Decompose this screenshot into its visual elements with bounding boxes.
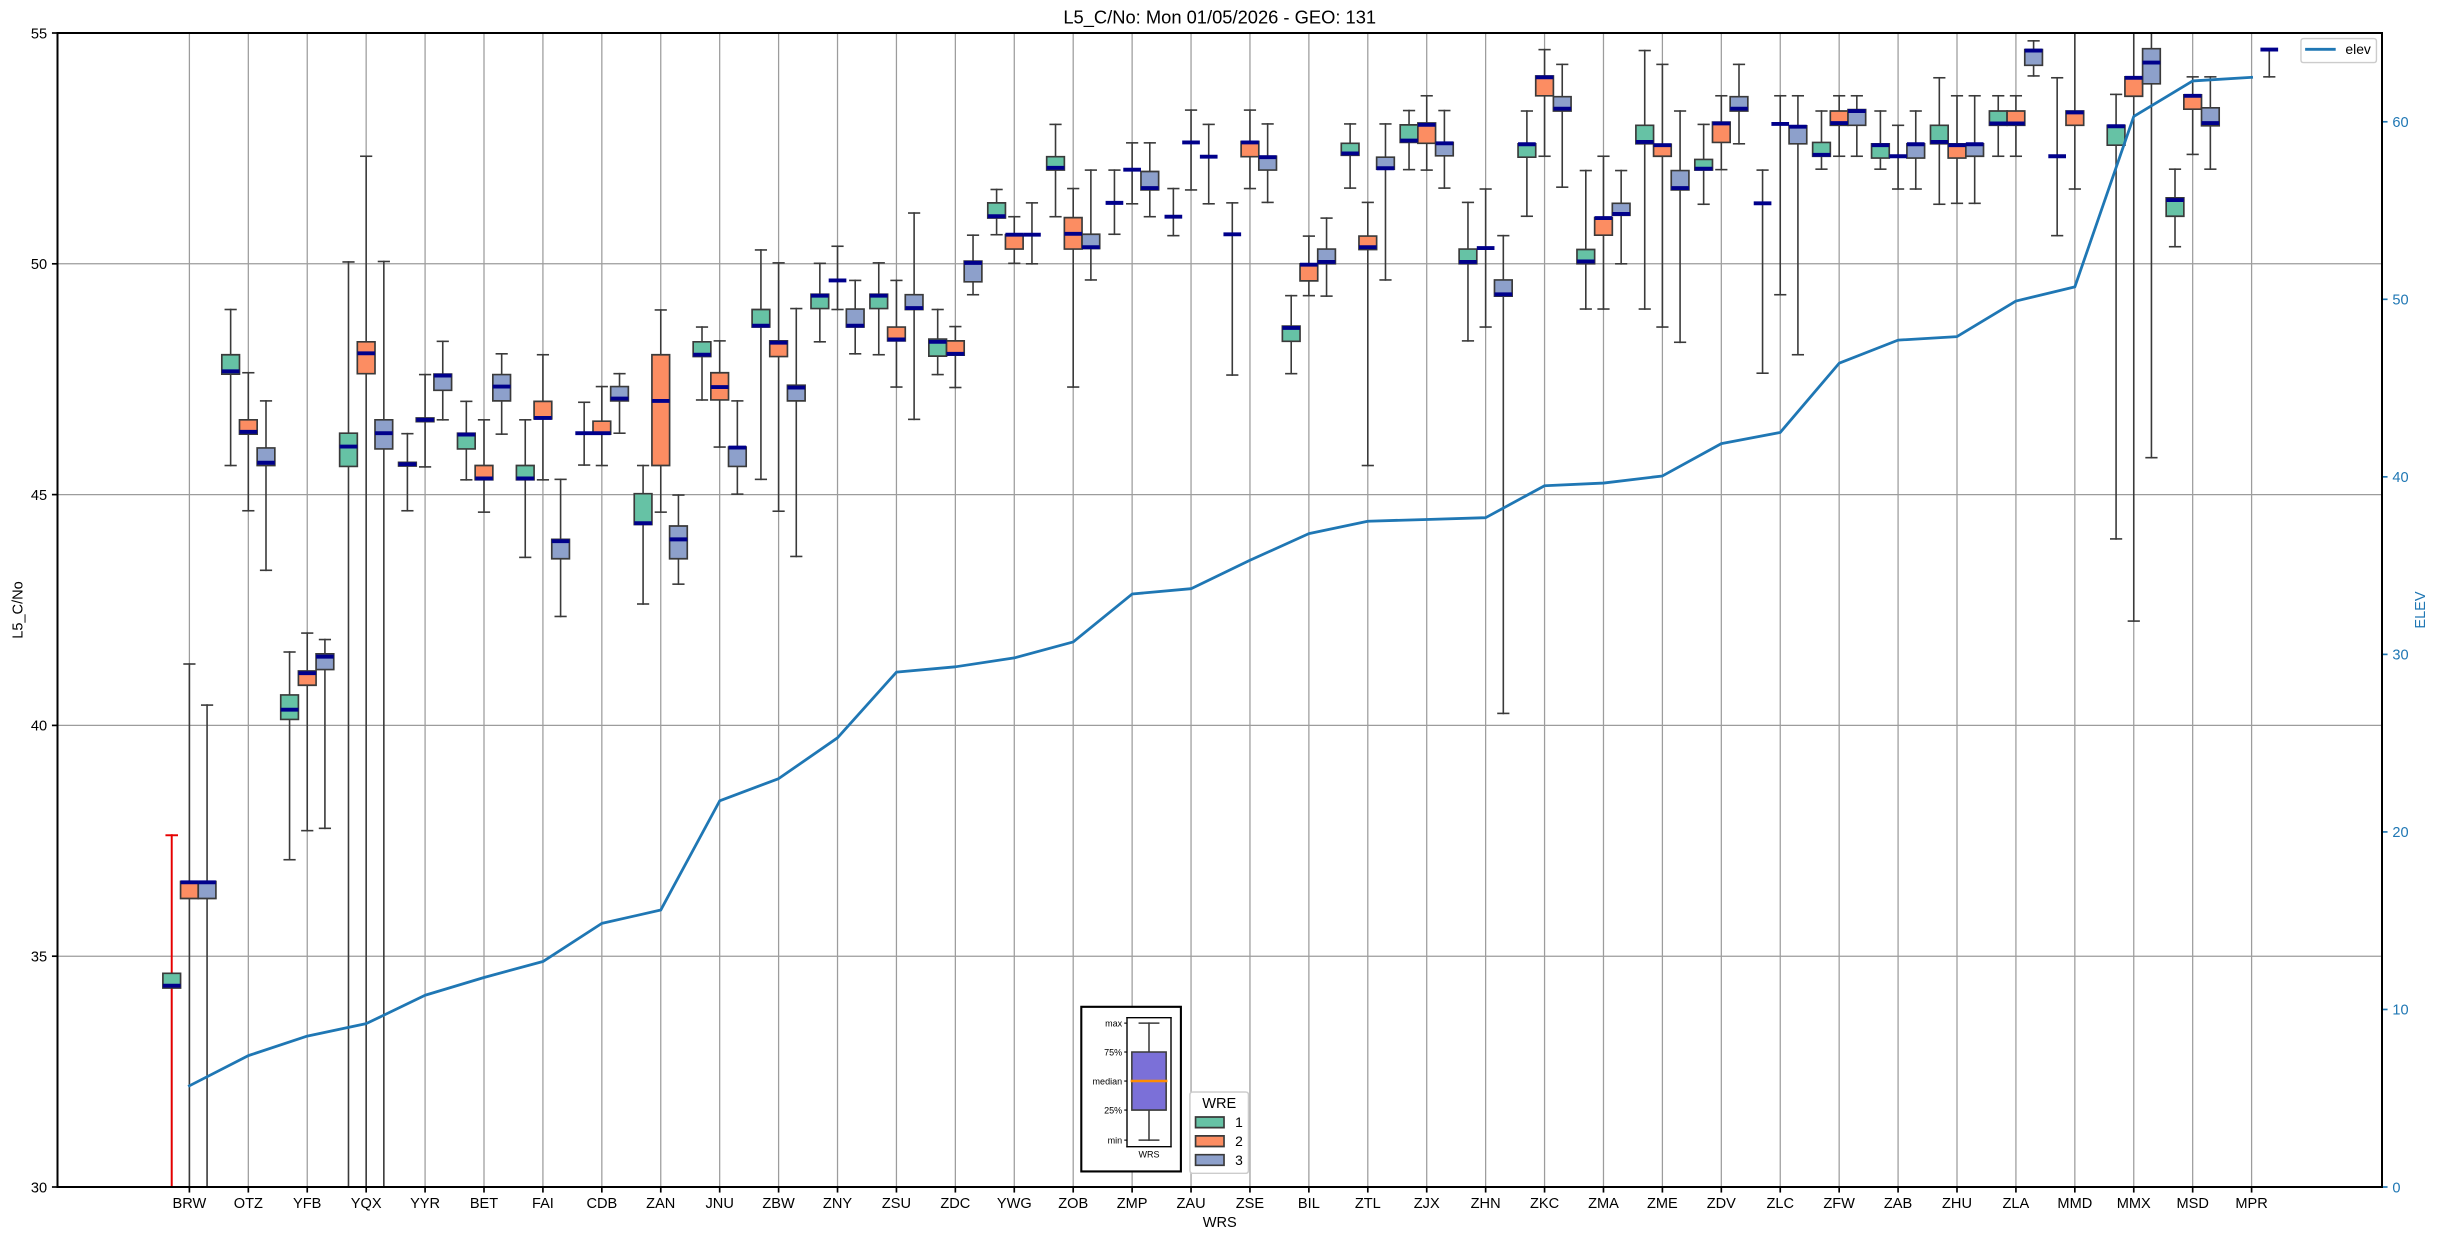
svg-text:ELEV: ELEV [2413, 591, 2429, 629]
svg-text:ZHN: ZHN [1471, 1196, 1501, 1212]
svg-text:ZME: ZME [1647, 1196, 1678, 1212]
svg-text:YQX: YQX [351, 1196, 382, 1212]
svg-text:MMX: MMX [2117, 1196, 2151, 1212]
svg-text:60: 60 [2392, 115, 2408, 131]
svg-text:median: median [1093, 1076, 1123, 1086]
svg-text:ZAB: ZAB [1884, 1196, 1912, 1212]
svg-text:BRW: BRW [173, 1196, 207, 1212]
svg-text:30: 30 [31, 1180, 47, 1196]
svg-text:L5_C/No: L5_C/No [10, 581, 26, 639]
svg-text:30: 30 [2392, 648, 2408, 664]
svg-text:MMD: MMD [2057, 1196, 2092, 1212]
svg-text:40: 40 [2392, 470, 2408, 486]
svg-text:OTZ: OTZ [234, 1196, 263, 1212]
svg-text:ZTL: ZTL [1355, 1196, 1381, 1212]
svg-text:1: 1 [1235, 1114, 1243, 1130]
svg-text:10: 10 [2392, 1003, 2408, 1019]
svg-text:ZBW: ZBW [762, 1196, 795, 1212]
svg-text:ZKC: ZKC [1530, 1196, 1559, 1212]
svg-text:50: 50 [31, 257, 47, 273]
svg-text:ZNY: ZNY [823, 1196, 852, 1212]
svg-text:WRS: WRS [1138, 1149, 1159, 1159]
svg-text:0: 0 [2392, 1180, 2400, 1196]
svg-text:35: 35 [31, 949, 47, 965]
svg-text:min: min [1108, 1135, 1123, 1145]
svg-text:YYR: YYR [410, 1196, 440, 1212]
svg-text:ZOB: ZOB [1058, 1196, 1088, 1212]
svg-text:max: max [1105, 1018, 1123, 1028]
svg-text:L5_C/No: Mon 01/05/2026 - GEO:: L5_C/No: Mon 01/05/2026 - GEO: 131 [1063, 6, 1376, 28]
svg-text:ZLC: ZLC [1766, 1196, 1794, 1212]
svg-text:ZSU: ZSU [882, 1196, 911, 1212]
svg-text:ZMP: ZMP [1117, 1196, 1148, 1212]
svg-text:75%: 75% [1104, 1047, 1122, 1057]
svg-text:FAI: FAI [532, 1196, 554, 1212]
svg-text:25%: 25% [1104, 1105, 1122, 1115]
svg-text:3: 3 [1235, 1152, 1243, 1168]
svg-text:MPR: MPR [2235, 1196, 2267, 1212]
svg-text:ZJX: ZJX [1414, 1196, 1440, 1212]
svg-text:ZAN: ZAN [646, 1196, 675, 1212]
svg-text:CDB: CDB [586, 1196, 617, 1212]
svg-text:WRE: WRE [1202, 1096, 1236, 1112]
svg-text:50: 50 [2392, 293, 2408, 309]
svg-text:ZMA: ZMA [1588, 1196, 1619, 1212]
svg-text:BET: BET [470, 1196, 498, 1212]
svg-text:2: 2 [1235, 1133, 1243, 1149]
svg-text:ZLA: ZLA [2003, 1196, 2030, 1212]
svg-text:YWG: YWG [997, 1196, 1032, 1212]
svg-text:YFB: YFB [293, 1196, 321, 1212]
svg-text:45: 45 [31, 488, 47, 504]
svg-text:ZAU: ZAU [1176, 1196, 1205, 1212]
svg-text:ZHU: ZHU [1942, 1196, 1972, 1212]
svg-text:40: 40 [31, 719, 47, 735]
svg-text:20: 20 [2392, 825, 2408, 841]
svg-text:elev: elev [2345, 41, 2371, 57]
svg-text:ZSE: ZSE [1236, 1196, 1265, 1212]
svg-text:MSD: MSD [2176, 1196, 2208, 1212]
svg-text:55: 55 [31, 26, 47, 42]
svg-text:ZDV: ZDV [1707, 1196, 1736, 1212]
svg-text:ZDC: ZDC [940, 1196, 970, 1212]
svg-text:WRS: WRS [1203, 1215, 1237, 1231]
svg-text:BIL: BIL [1298, 1196, 1320, 1212]
svg-text:ZFW: ZFW [1823, 1196, 1855, 1212]
svg-text:JNU: JNU [706, 1196, 734, 1212]
